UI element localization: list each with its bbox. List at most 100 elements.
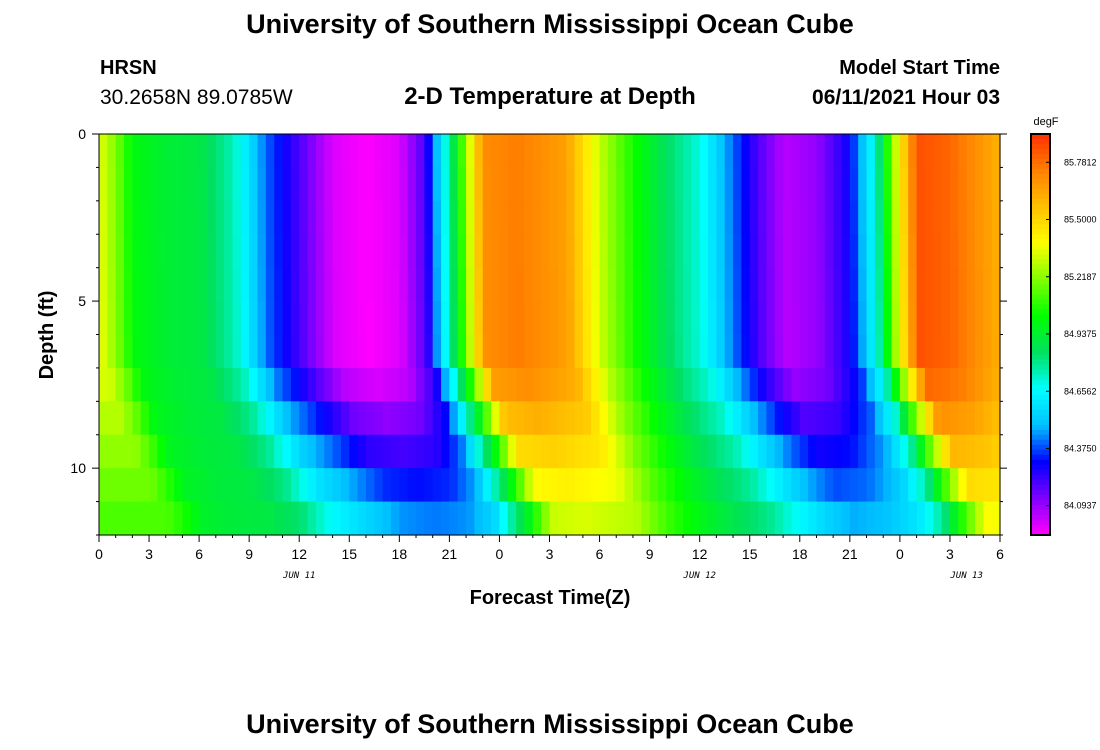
heatmap-cell	[874, 367, 884, 402]
heatmap-cell	[749, 468, 759, 503]
heatmap-cell	[916, 401, 926, 436]
heatmap-cell	[941, 367, 951, 402]
heatmap-cell	[616, 367, 626, 402]
heatmap-cell	[132, 434, 142, 469]
heatmap-cell	[416, 167, 425, 202]
heatmap-cell	[566, 434, 576, 469]
heatmap-cell	[315, 367, 325, 402]
heatmap-cell	[883, 501, 893, 536]
heatmap-cell	[507, 468, 517, 503]
heatmap-cell	[916, 334, 926, 369]
heatmap-cell	[190, 468, 200, 503]
date-label: JUN 11	[282, 571, 316, 581]
colorbar-segment	[1031, 159, 1050, 165]
heatmap-cell	[324, 334, 334, 369]
heatmap-cell	[199, 434, 209, 469]
heatmap-cell	[357, 167, 367, 202]
colorbar-segment	[1031, 499, 1050, 506]
colorbar-segment	[1031, 339, 1050, 346]
station-coordinates: 30.2658N 89.0785W	[100, 86, 293, 109]
heatmap-cell	[808, 367, 818, 402]
heatmap-cell	[390, 468, 400, 503]
heatmap-cell	[282, 468, 292, 503]
x-axis-label: Forecast Time(Z)	[470, 587, 631, 609]
heatmap-cell	[157, 134, 167, 169]
heatmap-cell	[424, 301, 434, 336]
heatmap-cell	[165, 267, 175, 302]
heatmap-cell	[441, 501, 450, 536]
heatmap-cell	[491, 200, 501, 235]
heatmap-cell	[908, 434, 918, 469]
heatmap-cell	[157, 167, 167, 202]
heatmap-cell	[616, 267, 626, 302]
heatmap-cell	[357, 468, 367, 503]
heatmap-cell	[916, 134, 926, 169]
colorbar-segment	[1031, 449, 1050, 456]
heatmap-cell	[674, 234, 684, 269]
heatmap-cell	[157, 401, 167, 436]
heatmap-cell	[824, 134, 834, 169]
heatmap-cell	[641, 468, 651, 503]
heatmap-cell	[541, 167, 551, 202]
heatmap-cell	[974, 334, 984, 369]
heatmap-cell	[908, 401, 918, 436]
heatmap-cell	[591, 468, 601, 503]
heatmap-cell	[390, 267, 400, 302]
heatmap-cell	[374, 200, 384, 235]
heatmap-cell	[124, 501, 133, 536]
heatmap-cell	[441, 134, 450, 169]
heatmap-cell	[516, 468, 526, 503]
heatmap-cell	[315, 334, 325, 369]
heatmap-cell	[991, 301, 1001, 336]
heatmap-cell	[215, 401, 225, 436]
heatmap-cell	[190, 301, 200, 336]
heatmap-cell	[399, 501, 409, 536]
heatmap-cell	[257, 501, 267, 536]
heatmap-cell	[232, 267, 242, 302]
heatmap-cell	[491, 134, 501, 169]
heatmap-cell	[457, 301, 467, 336]
heatmap-cell	[724, 134, 734, 169]
heatmap-cell	[407, 434, 417, 469]
colorbar-segment	[1031, 269, 1050, 275]
heatmap-cell	[766, 267, 776, 302]
heatmap-cell	[407, 301, 417, 336]
heatmap-cell	[724, 334, 734, 369]
heatmap-cell	[507, 234, 517, 269]
heatmap-cell	[474, 367, 484, 402]
heatmap-cell	[983, 468, 993, 503]
heatmap-cell	[974, 200, 984, 235]
heatmap-cell	[307, 134, 317, 169]
heatmap-cell	[132, 367, 142, 402]
heatmap-cell	[240, 167, 250, 202]
heatmap-cell	[382, 401, 392, 436]
colorbar-segment	[1031, 404, 1050, 411]
heatmap-cell	[190, 134, 200, 169]
heatmap-cell	[824, 401, 834, 436]
colorbar-segment	[1031, 219, 1050, 225]
heatmap-cell	[315, 167, 325, 202]
heatmap-cell	[557, 434, 567, 469]
heatmap-cell	[983, 434, 993, 469]
heatmap-cell	[199, 334, 209, 369]
heatmap-cell	[632, 234, 642, 269]
heatmap-cell	[257, 401, 267, 436]
heatmap-cell	[140, 234, 150, 269]
heatmap-cell	[290, 367, 300, 402]
heatmap-cell	[791, 267, 801, 302]
heatmap-cell	[749, 501, 759, 536]
heatmap-cell	[324, 367, 334, 402]
heatmap-cell	[607, 468, 617, 503]
heatmap-cell	[541, 434, 551, 469]
heatmap-cell	[115, 200, 125, 235]
heatmap-cell	[716, 334, 726, 369]
heatmap-cell	[858, 434, 868, 469]
heatmap-cell	[607, 301, 617, 336]
y-axis: 0 5 10	[70, 126, 1007, 536]
heatmap-cell	[724, 301, 734, 336]
heatmap-cell	[949, 434, 959, 469]
heatmap-cell	[841, 200, 851, 235]
heatmap-cell	[240, 234, 250, 269]
heatmap-cell	[199, 468, 209, 503]
heatmap-cell	[340, 301, 350, 336]
